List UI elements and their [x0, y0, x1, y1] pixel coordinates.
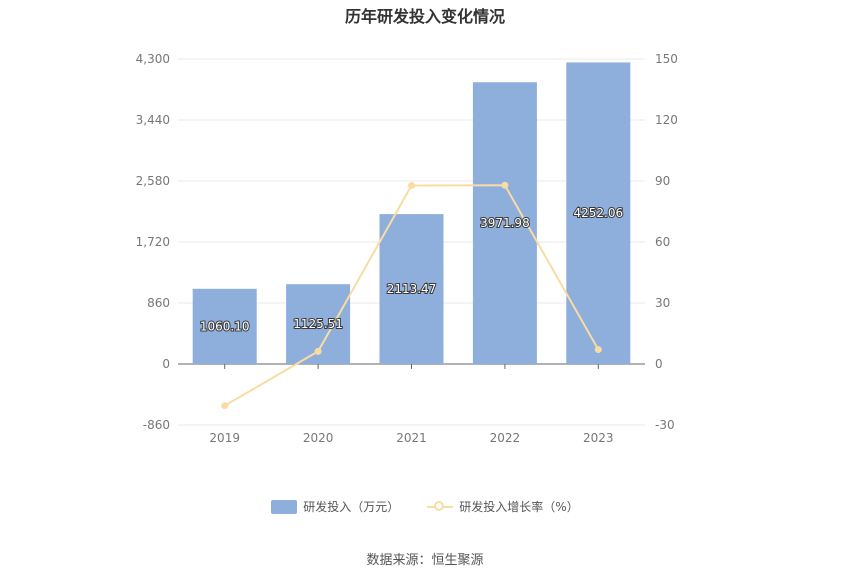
bar-value-label: 1125.51	[293, 317, 343, 331]
left-axis-tick-label: 1,720	[136, 235, 170, 249]
x-axis-tick-label: 2023	[583, 431, 614, 445]
x-axis-tick-label: 2022	[490, 431, 521, 445]
chart-plot-area: -860 0 860 1,720 2,580 3,440 4,300 -30 0 30 60 90 12…	[136, 52, 678, 445]
growth-rate-point	[221, 402, 229, 410]
left-axis-tick-label: 2,580	[136, 174, 170, 188]
bar-value-label: 3971.98	[480, 216, 530, 230]
left-axis-tick-label: 0	[162, 357, 170, 371]
legend-line-label: 研发投入增长率（%）	[459, 500, 579, 514]
left-axis-tick-label: 3,440	[136, 113, 170, 127]
right-axis-tick-label: -30	[655, 418, 675, 432]
left-axis-tick-label: -860	[143, 418, 170, 432]
bar-value-label: 4252.06	[573, 206, 623, 220]
legend-item-line[interactable]: 研发投入增长率（%）	[427, 498, 579, 515]
right-axis-tick-label: 150	[655, 52, 678, 66]
growth-rate-point	[501, 181, 509, 189]
legend-bar-label: 研发投入（万元）	[303, 500, 400, 514]
right-axis-tick-label: 0	[655, 357, 663, 371]
right-axis-tick-label: 90	[655, 174, 670, 188]
growth-rate-point	[408, 181, 415, 189]
x-axis-tick-label: 2020	[303, 431, 334, 445]
chart-legend: 研发投入（万元） 研发投入增长率（%）	[0, 498, 850, 515]
growth-rate-point	[594, 346, 602, 354]
legend-item-bar[interactable]: 研发投入（万元）	[271, 498, 399, 515]
bar-value-label: 1060.10	[200, 319, 250, 333]
left-axis-tick-label: 860	[147, 296, 170, 310]
data-source: 数据来源：恒生聚源	[366, 553, 484, 568]
legend-bar-swatch	[271, 499, 298, 514]
right-axis-tick-label: 120	[655, 113, 678, 127]
left-axis-tick-label: 4,300	[136, 52, 170, 66]
x-axis-tick-label: 2021	[396, 431, 427, 445]
right-axis-tick-label: 30	[655, 296, 670, 310]
x-axis-tick-label: 2019	[209, 431, 240, 445]
bar	[379, 214, 444, 364]
bar	[192, 288, 257, 364]
growth-rate-point	[314, 347, 322, 355]
right-axis-tick-label: 60	[655, 235, 670, 249]
chart-title: 历年研发投入变化情况	[344, 7, 505, 26]
bar-value-label: 2113.47	[387, 282, 437, 296]
legend-line-swatch	[427, 500, 454, 514]
